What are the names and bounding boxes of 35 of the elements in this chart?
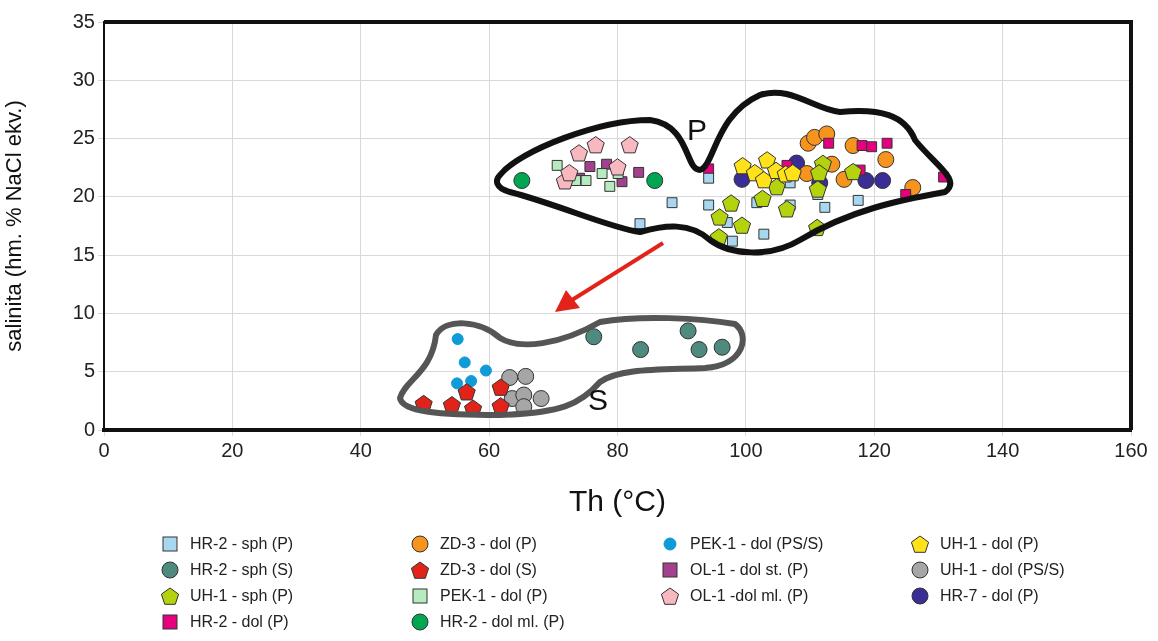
x-axis-title: Th (°C) (569, 484, 666, 518)
x-tick-label: 0 (98, 438, 110, 461)
legend-label: HR-2 - sph (P) (190, 535, 294, 553)
x-tick-label: 120 (857, 438, 891, 461)
y-tick-label: 20 (72, 184, 95, 207)
legend-label: HR-2 - dol (P) (190, 613, 289, 631)
legend-label: OL-1 -dol ml. (P) (690, 587, 809, 605)
x-tick-label: 20 (221, 438, 244, 461)
y-tick-label: 30 (72, 67, 95, 90)
legend-label: ZD-3 - dol (S) (440, 561, 537, 579)
x-tick-label: 80 (606, 438, 629, 461)
y-tick-label: 10 (72, 300, 95, 323)
legend-label: PEK-1 - dol (P) (440, 587, 548, 605)
legend-label: OL-1 - dol st. (P) (690, 561, 809, 579)
y-tick-label: 35 (72, 9, 95, 32)
y-axis-title: salinita (hm. % NaCl ekv.) (1, 100, 27, 352)
x-tick-label: 40 (349, 438, 372, 461)
annotation: P (686, 113, 708, 146)
x-tick-label: 160 (1114, 438, 1148, 461)
legend-label: UH-1 - sph (P) (190, 587, 294, 605)
legend-label: UH-1 - dol (P) (940, 535, 1039, 553)
legend-label: HR-2 - dol ml. (P) (440, 613, 565, 631)
x-tick-label: 60 (478, 438, 501, 461)
x-tick-label: 100 (729, 438, 763, 461)
legend-label: ZD-3 - dol (P) (440, 535, 537, 553)
legend-label: HR-7 - dol (P) (940, 587, 1039, 605)
y-tick-label: 0 (83, 417, 95, 440)
x-tick-label: 140 (985, 438, 1020, 461)
y-tick-label: 5 (83, 359, 95, 382)
y-tick-label: 15 (72, 242, 95, 265)
legend-label: PEK-1 - dol (PS/S) (690, 535, 824, 553)
legend-label: UH-1 - dol (PS/S) (940, 561, 1065, 579)
annotation: S (587, 383, 609, 416)
y-tick-label: 25 (72, 126, 95, 149)
legend-label: HR-2 - sph (S) (190, 561, 294, 579)
